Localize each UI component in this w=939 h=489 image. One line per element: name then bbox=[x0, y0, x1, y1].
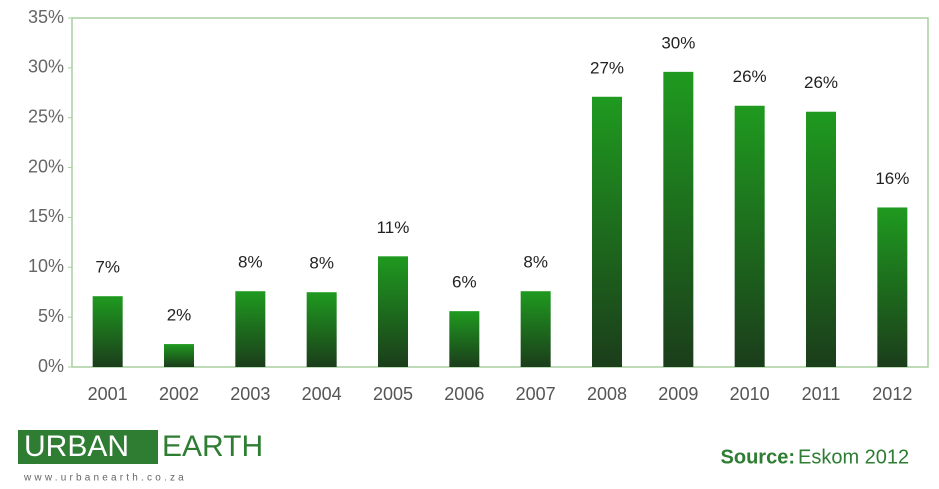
y-tick-label: 0% bbox=[38, 356, 64, 376]
logo-right: EARTH bbox=[162, 430, 263, 463]
value-label: 11% bbox=[377, 218, 410, 237]
x-tick-label: 2012 bbox=[872, 384, 912, 404]
x-tick-label: 2007 bbox=[516, 384, 556, 404]
bar bbox=[592, 96, 622, 367]
bar bbox=[164, 344, 194, 367]
source: Eskom 2012 bbox=[798, 446, 909, 468]
bar bbox=[877, 207, 908, 367]
value-label: 7% bbox=[95, 258, 120, 277]
plot-frame bbox=[71, 17, 929, 368]
bar bbox=[663, 71, 694, 368]
bar bbox=[235, 291, 266, 367]
x-tick-label: 2005 bbox=[373, 384, 413, 404]
bar bbox=[92, 296, 123, 367]
bar bbox=[306, 292, 337, 367]
x-tick-label: 2003 bbox=[230, 384, 270, 404]
y-tick-label: 20% bbox=[28, 156, 64, 176]
logo-left: URBAN bbox=[24, 430, 129, 463]
value-label: 30% bbox=[661, 33, 695, 52]
value-label: 26% bbox=[733, 67, 767, 86]
bar bbox=[734, 105, 765, 368]
value-label: 8% bbox=[309, 254, 334, 273]
x-tick-label: 2011 bbox=[802, 384, 841, 404]
y-tick-label: 10% bbox=[28, 256, 64, 276]
y-tick-label: 25% bbox=[28, 106, 64, 126]
value-label: 2% bbox=[167, 306, 192, 325]
value-label: 6% bbox=[452, 273, 477, 292]
value-label: 27% bbox=[590, 58, 624, 77]
x-tick-label: 2006 bbox=[444, 384, 484, 404]
logo-url: www.urbanearth.co.za bbox=[23, 473, 187, 484]
value-label: 26% bbox=[804, 73, 838, 92]
x-tick-label: 2009 bbox=[658, 384, 698, 404]
value-label: 8% bbox=[523, 253, 548, 272]
bar bbox=[378, 256, 408, 367]
logo-box bbox=[18, 430, 158, 464]
bar bbox=[449, 311, 480, 367]
value-label: 8% bbox=[238, 253, 263, 272]
x-tick-label: 2001 bbox=[88, 384, 128, 404]
bar bbox=[520, 291, 551, 367]
value-label: 16% bbox=[875, 169, 909, 188]
y-tick-label: 15% bbox=[28, 206, 64, 226]
x-tick-label: 2010 bbox=[730, 384, 770, 404]
y-tick-label: 30% bbox=[28, 57, 64, 77]
source-label: Source: bbox=[721, 446, 795, 468]
y-tick-label: 5% bbox=[38, 306, 64, 326]
x-tick-label: 2008 bbox=[587, 384, 627, 404]
y-tick-label: 35% bbox=[28, 7, 64, 27]
x-tick-label: 2004 bbox=[302, 384, 342, 404]
x-tick-label: 2002 bbox=[159, 384, 199, 404]
bar bbox=[806, 111, 836, 367]
logo: URBAN EARTH www.urbanearth.co.za bbox=[18, 430, 263, 484]
